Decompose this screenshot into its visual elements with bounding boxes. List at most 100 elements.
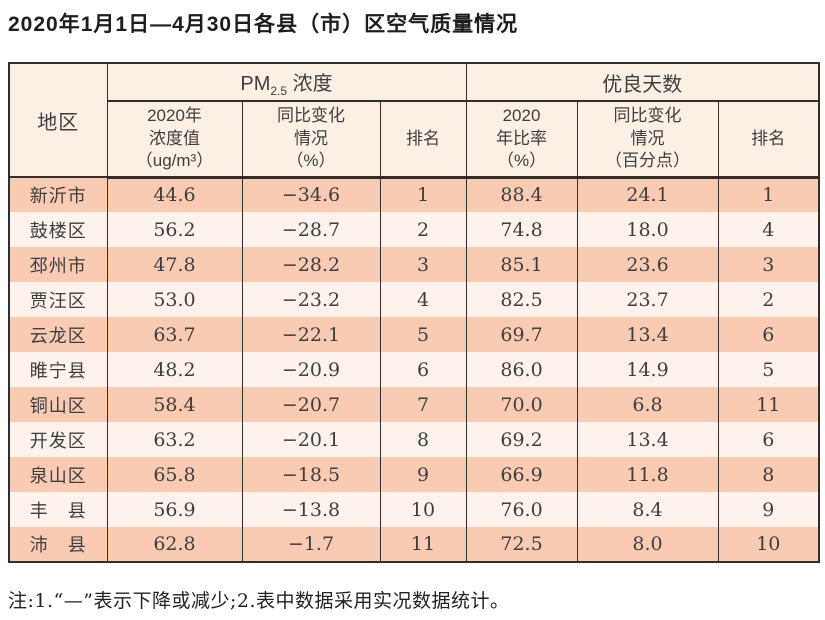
region-cell: 沛 县 [8,527,107,562]
value-cell: 3 [379,247,467,282]
value-cell: 23.7 [576,282,719,317]
header-group-row: 地区 PM2.5 浓度 优良天数 [8,63,820,178]
value-cell: 69.2 [465,422,578,457]
value-cell: 1 [717,177,820,212]
value-cell: 1 [379,177,467,212]
table-row: 铜山区 58.4 −20.7 7 70.0 6.8 11 [8,387,820,422]
value-cell: 86.0 [465,352,578,387]
header-group-pm25: PM2.5 浓度 [106,63,467,102]
table-row: 沛 县 62.8 −1.7 11 72.5 8.0 10 [8,527,820,562]
table-body: 新沂市 44.6 −34.6 1 88.4 24.1 1 鼓楼区 56.2 −28.7 2 74.8 1… [8,177,820,562]
value-cell: 5 [379,317,467,352]
value-cell: 69.7 [465,317,578,352]
value-cell: 70.0 [465,387,578,422]
region-cell: 云龙区 [8,317,107,352]
value-cell: 24.1 [576,177,719,212]
value-cell: 8.4 [576,492,719,527]
value-cell: 18.0 [576,212,719,247]
table-row: 睢宁县 48.2 −20.9 6 86.0 14.9 5 [8,352,820,387]
value-cell: −28.7 [241,212,380,247]
value-cell: 56.9 [106,492,242,527]
value-cell: 88.4 [465,177,578,212]
value-cell: −20.9 [241,352,380,387]
value-cell: 6 [717,422,820,457]
value-cell: 11 [717,387,820,422]
header-days-change: 同比变化 情况 （百分点） [576,101,719,179]
region-cell: 贾汪区 [8,282,107,317]
value-cell: 11 [379,527,467,562]
value-cell: −28.2 [241,247,380,282]
pm-suffix: 浓度 [287,72,333,95]
value-cell: 23.6 [576,247,719,282]
value-cell: −20.7 [241,387,380,422]
value-cell: −22.1 [241,317,380,352]
value-cell: 82.5 [465,282,578,317]
header-group-good-days: 优良天数 [465,63,820,102]
value-cell: 10 [379,492,467,527]
value-cell: 72.5 [465,527,578,562]
value-cell: −1.7 [241,527,380,562]
value-cell: 11.8 [576,457,719,492]
air-quality-table: 地区 PM2.5 浓度 优良天数 2020年 浓度值 （ug/m³） 同比变化 … [8,62,821,563]
value-cell: 7 [379,387,467,422]
header-pm25-change: 同比变化 情况 （%） [241,101,380,179]
header-days-rank: 排名 [717,101,820,179]
value-cell: 6.8 [576,387,719,422]
value-cell: −18.5 [241,457,380,492]
region-cell: 新沂市 [8,177,107,212]
value-cell: 65.8 [106,457,242,492]
value-cell: 4 [717,212,820,247]
table-row: 贾汪区 53.0 −23.2 4 82.5 23.7 2 [8,282,820,317]
footnote: 注:1.“—”表示下降或减少;2.表中数据采用实况数据统计。 [8,590,510,612]
value-cell: 74.8 [465,212,578,247]
value-cell: 2 [379,212,467,247]
table-row: 泉山区 65.8 −18.5 9 66.9 11.8 8 [8,457,820,492]
value-cell: 13.4 [576,422,719,457]
table-row: 云龙区 63.7 −22.1 5 69.7 13.4 6 [8,317,820,352]
header-days-ratio: 2020 年比率 （%） [465,101,578,179]
table-row: 新沂市 44.6 −34.6 1 88.4 24.1 1 [8,177,820,212]
value-cell: 8.0 [576,527,719,562]
value-cell: 58.4 [106,387,242,422]
table-row: 丰 县 56.9 −13.8 10 76.0 8.4 9 [8,492,820,527]
value-cell: 3 [717,247,820,282]
value-cell: 63.7 [106,317,242,352]
value-cell: 9 [717,492,820,527]
value-cell: 8 [717,457,820,492]
header-sub-row: 2020年 浓度值 （ug/m³） 同比变化 情况 （%） 排名 2020 年比… [9,101,820,179]
value-cell: 4 [379,282,467,317]
value-cell: 53.0 [106,282,242,317]
region-cell: 开发区 [8,422,107,457]
value-cell: −13.8 [241,492,380,527]
value-cell: 14.9 [576,352,719,387]
header-pm25-value: 2020年 浓度值 （ug/m³） [106,101,242,179]
pm-prefix: PM [240,72,271,95]
value-cell: 2 [717,282,820,317]
value-cell: 13.4 [576,317,719,352]
pm-subscript: 2.5 [270,83,288,98]
table-row: 邳州市 47.8 −28.2 3 85.1 23.6 3 [8,247,820,282]
region-cell: 铜山区 [8,387,107,422]
region-cell: 鼓楼区 [8,212,107,247]
value-cell: 6 [717,317,820,352]
value-cell: 9 [379,457,467,492]
value-cell: −20.1 [241,422,380,457]
value-cell: 56.2 [106,212,242,247]
value-cell: 5 [717,352,820,387]
value-cell: 63.2 [106,422,242,457]
value-cell: 6 [379,352,467,387]
value-cell: 66.9 [465,457,578,492]
value-cell: 44.6 [106,177,242,212]
value-cell: 85.1 [465,247,578,282]
table-row: 开发区 63.2 −20.1 8 69.2 13.4 6 [8,422,820,457]
value-cell: 62.8 [106,527,242,562]
page-title: 2020年1月1日—4月30日各县（市）区空气质量情况 [8,13,519,36]
value-cell: −34.6 [241,177,380,212]
header-region: 地区 [8,63,107,178]
region-cell: 睢宁县 [8,352,107,387]
table-header: 地区 PM2.5 浓度 优良天数 2020年 浓度值 （ug/m³） 同比变化 … [8,63,820,179]
table-row: 鼓楼区 56.2 −28.7 2 74.8 18.0 4 [8,212,820,247]
value-cell: 76.0 [465,492,578,527]
region-cell: 邳州市 [8,247,107,282]
